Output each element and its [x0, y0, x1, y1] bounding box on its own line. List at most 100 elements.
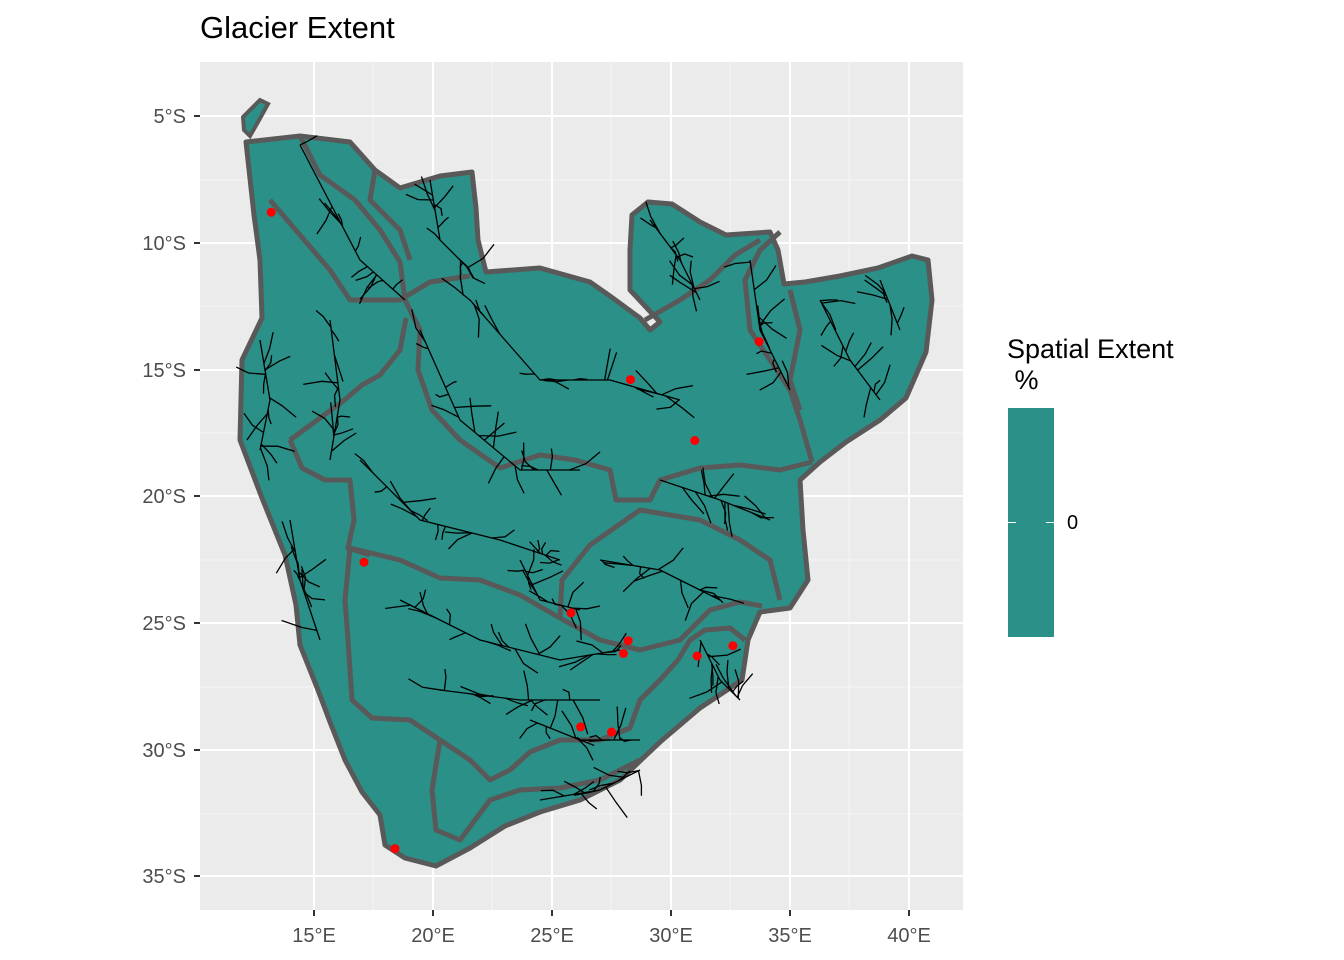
river-branch [260, 445, 295, 453]
river [519, 559, 581, 611]
river-branch [275, 548, 296, 574]
river-branch [612, 632, 627, 652]
legend-colorbar [1008, 408, 1054, 637]
river-branch [235, 366, 266, 375]
river-branch [300, 582, 313, 608]
river-branch [334, 415, 339, 433]
river-branch [414, 183, 433, 196]
river-branch [706, 653, 720, 666]
y-tick-label: 30°S [142, 740, 186, 762]
river-branch [246, 413, 268, 441]
river-branch [529, 541, 541, 554]
river-branch [882, 288, 888, 303]
x-tick-label: 20°E [411, 925, 455, 947]
river [749, 259, 791, 391]
river-branch [889, 304, 893, 336]
river-branch [484, 305, 501, 335]
river-branch [269, 397, 297, 418]
river-branch [549, 700, 559, 729]
station-point [626, 375, 635, 385]
legend-tick [1046, 522, 1054, 523]
river-branch [525, 568, 543, 574]
river-branch [390, 503, 417, 517]
river [259, 339, 271, 451]
station-point [754, 337, 764, 347]
river-branch [539, 559, 560, 564]
river-branch [604, 562, 632, 566]
river-branch [636, 388, 660, 395]
river-branch [544, 554, 562, 566]
river-branch [669, 260, 693, 286]
y-tick-label: 25°S [142, 613, 186, 635]
river-branch [640, 217, 656, 229]
river-branch [445, 380, 457, 388]
river-branch [699, 589, 724, 604]
river-branch [665, 395, 695, 419]
river-branch [592, 776, 601, 792]
river-branch [354, 236, 362, 252]
station-point [690, 436, 700, 445]
river-branch [656, 399, 680, 410]
river-branch [537, 635, 561, 655]
river-branch [726, 660, 730, 689]
river-branch [645, 201, 661, 234]
river-branch [845, 332, 855, 352]
river-branch [639, 566, 645, 579]
river-branch [475, 299, 485, 317]
river-branch [708, 493, 740, 497]
river-branch [854, 342, 872, 367]
river-branch [467, 243, 495, 269]
river-branch [753, 265, 777, 291]
river-branch [820, 301, 837, 331]
river-branch [358, 274, 378, 305]
river-branch [551, 598, 563, 607]
river-branch [596, 653, 617, 656]
river-branch [441, 526, 447, 540]
river-branch [505, 697, 529, 707]
river-branch [578, 738, 594, 761]
legend-title-line1: Spatial Extent [1007, 334, 1174, 364]
x-tick-label: 30°E [649, 925, 693, 947]
river-branch [497, 631, 510, 648]
station-point [359, 557, 369, 567]
river-branch [576, 736, 592, 741]
river-branch [604, 645, 622, 654]
river-branch [672, 240, 682, 263]
river-branch [618, 736, 632, 742]
river-branch [588, 739, 611, 742]
river-branch [530, 699, 548, 716]
river-branch [601, 559, 615, 569]
river-branch [613, 707, 627, 741]
river-branch [589, 782, 614, 791]
river-branch [532, 570, 564, 586]
river-branch [622, 555, 634, 567]
river-network [235, 135, 905, 818]
station-point [623, 636, 633, 646]
river-branch [243, 412, 264, 434]
river-branch [724, 501, 729, 531]
river-branch [263, 332, 274, 364]
river-branch [545, 549, 560, 556]
river-branch [420, 176, 436, 211]
river-branch [303, 591, 326, 601]
river-branch [337, 213, 344, 227]
river [359, 459, 561, 561]
river-branch [715, 676, 720, 705]
river-branch [875, 364, 891, 396]
river-branch [873, 379, 881, 392]
river [399, 599, 621, 661]
river-branch [758, 298, 786, 327]
river-branch [527, 549, 535, 576]
river-branch [259, 447, 270, 481]
x-tick-label: 25°E [530, 925, 574, 947]
river-branch [405, 193, 434, 201]
river-branch [473, 304, 480, 338]
river-branch [781, 360, 790, 388]
station-point [576, 722, 586, 732]
river-branch [679, 580, 689, 608]
river-branch [415, 342, 429, 350]
river-branch [410, 509, 428, 522]
river-branch [569, 653, 594, 671]
river-branch [580, 792, 598, 810]
river-branch [519, 722, 538, 739]
